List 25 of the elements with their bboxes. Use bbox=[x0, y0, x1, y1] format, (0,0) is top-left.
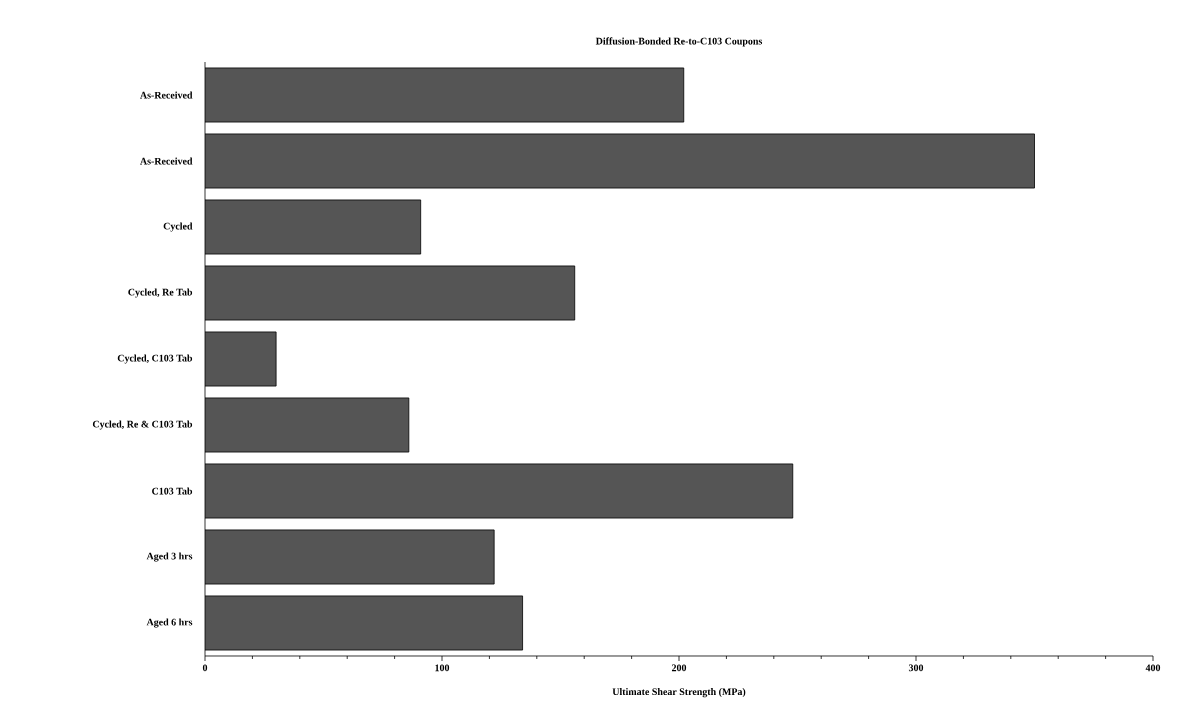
bar bbox=[205, 331, 277, 387]
x-tick-label: 400 bbox=[1145, 664, 1161, 672]
y-tick-label: Cycled, Re & C103 Tab bbox=[92, 420, 193, 430]
bar bbox=[205, 529, 495, 585]
x-tick-label: 300 bbox=[908, 664, 924, 672]
y-tick-label: C103 Tab bbox=[152, 487, 193, 495]
x-tick-label: 200 bbox=[671, 664, 687, 672]
x-tick-label: 0 bbox=[202, 664, 208, 672]
y-tick-label: Aged 3 hrs bbox=[146, 552, 193, 562]
y-tick-label: Cycled, C103 Tab bbox=[117, 354, 193, 364]
y-tick-label: Cycled bbox=[163, 222, 193, 232]
y-tick-label: As-Received bbox=[140, 157, 193, 165]
x-tick-label: 100 bbox=[435, 664, 450, 672]
y-tick-label: As-Received bbox=[140, 91, 193, 99]
bar bbox=[205, 199, 422, 255]
bar bbox=[205, 463, 794, 519]
bar bbox=[205, 397, 410, 453]
y-tick-label: Aged 6 hrs bbox=[146, 618, 193, 628]
bar bbox=[205, 595, 523, 651]
bar bbox=[205, 67, 685, 123]
bar bbox=[205, 133, 1035, 189]
bar bbox=[205, 265, 576, 321]
y-tick-label: Cycled, Re Tab bbox=[128, 288, 193, 298]
chart-title: Diffusion-Bonded Re-to-C103 Coupons bbox=[595, 37, 763, 47]
x-axis-title: Ultimate Shear Strength (MPa) bbox=[612, 688, 746, 698]
